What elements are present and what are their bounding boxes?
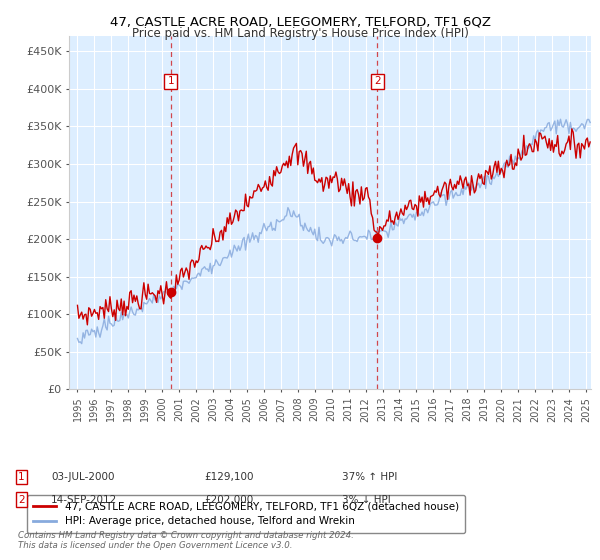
Text: 37% ↑ HPI: 37% ↑ HPI (342, 472, 397, 482)
Legend: 47, CASTLE ACRE ROAD, LEEGOMERY, TELFORD, TF1 6QZ (detached house), HPI: Average: 47, CASTLE ACRE ROAD, LEEGOMERY, TELFORD… (27, 495, 465, 533)
Text: Contains HM Land Registry data © Crown copyright and database right 2024.
This d: Contains HM Land Registry data © Crown c… (18, 530, 354, 550)
Text: 03-JUL-2000: 03-JUL-2000 (51, 472, 115, 482)
Text: 1: 1 (167, 76, 174, 86)
Text: £202,000: £202,000 (204, 494, 253, 505)
Text: 14-SEP-2012: 14-SEP-2012 (51, 494, 117, 505)
Text: 2: 2 (18, 494, 25, 505)
Text: 1: 1 (18, 472, 25, 482)
Text: 3% ↓ HPI: 3% ↓ HPI (342, 494, 391, 505)
Text: 47, CASTLE ACRE ROAD, LEEGOMERY, TELFORD, TF1 6QZ: 47, CASTLE ACRE ROAD, LEEGOMERY, TELFORD… (110, 16, 491, 29)
Text: 2: 2 (374, 76, 381, 86)
Text: £129,100: £129,100 (204, 472, 254, 482)
Text: Price paid vs. HM Land Registry's House Price Index (HPI): Price paid vs. HM Land Registry's House … (131, 27, 469, 40)
